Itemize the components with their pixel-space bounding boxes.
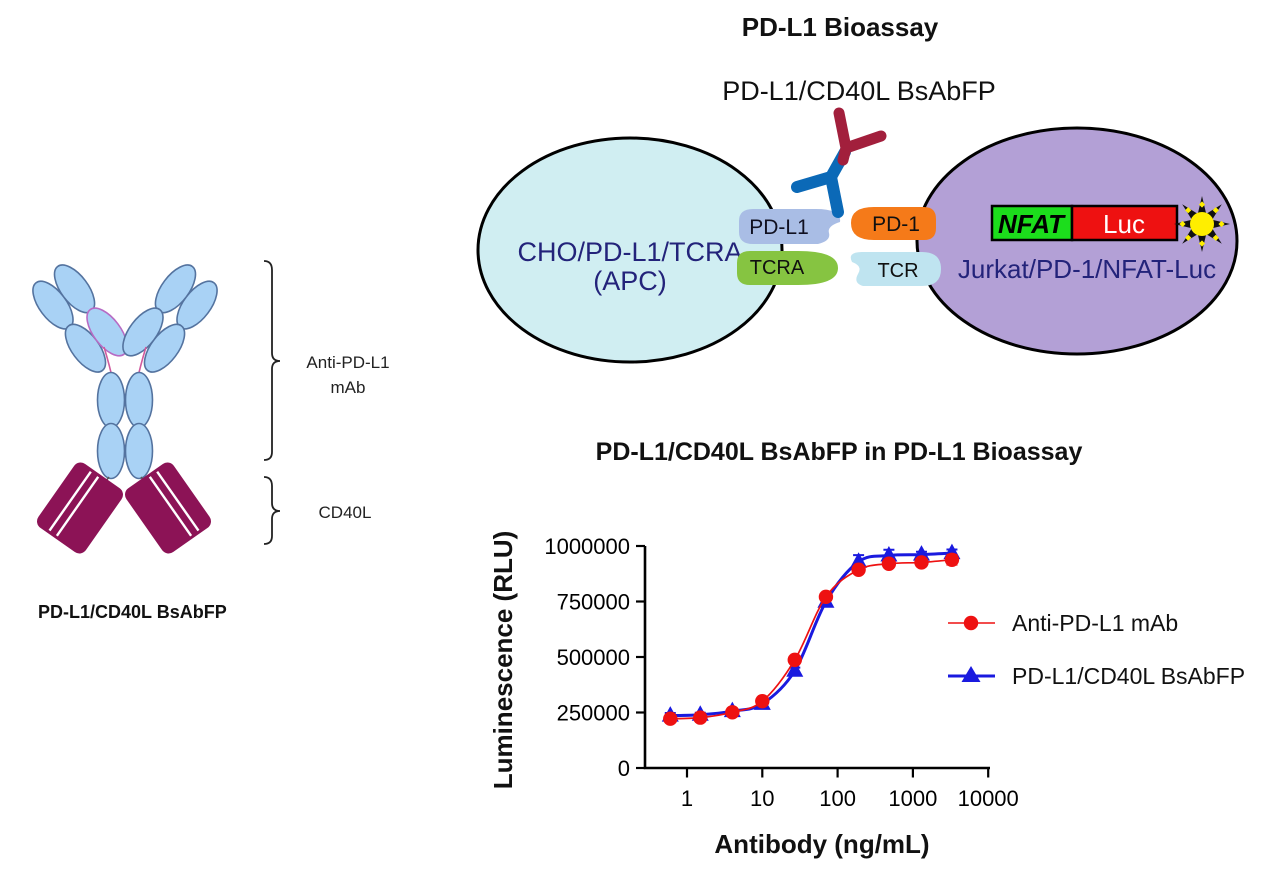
luciferase-glow-icon	[1174, 196, 1230, 252]
curve-mab	[670, 558, 953, 720]
plot-area: 0 250000 500000 750000 1000000 1 10 100 1000 1000…	[544, 534, 1018, 811]
y-tick-label: 250000	[557, 701, 630, 726]
cd40l-block-right	[125, 462, 211, 554]
cd40l-block-left	[37, 462, 123, 554]
marker-circle	[818, 589, 834, 605]
tcr-receptor-label: TCR	[877, 260, 918, 282]
brace-anti-pdl1	[263, 260, 281, 461]
tcra-receptor-shape	[737, 251, 838, 285]
fc-region	[96, 371, 154, 480]
pdl1-receptor-shape	[739, 209, 841, 244]
bsabfp-caption: PD-L1/CD40L BsAbFP	[38, 602, 227, 622]
marker-triangle	[850, 552, 868, 568]
marker-circle	[725, 705, 740, 720]
x-axis-label: Antibody (ng/mL)	[714, 829, 929, 859]
axes	[643, 546, 990, 770]
apc-cell	[476, 136, 784, 364]
tcra-receptor-label: TCRA	[750, 257, 805, 279]
brace-label-anti-pdl1-line1: Anti-PD-L1	[306, 353, 389, 372]
apc-cell-label-line2: (APC)	[593, 266, 667, 296]
pdl1-receptor-label: PD-L1	[749, 216, 809, 239]
legend-marker-mab	[963, 615, 979, 631]
marker-triangle	[786, 661, 804, 677]
fab-arm-right	[122, 264, 218, 373]
nfat-label: NFAT	[998, 209, 1066, 239]
legend: Anti-PD-L1 mAb PD-L1/CD40L BsAbFP	[948, 610, 1245, 689]
legend-label-mab: Anti-PD-L1 mAb	[1012, 610, 1178, 636]
y-axis-label: Luminescence (RLU)	[488, 531, 518, 790]
brace-cd40l	[263, 476, 281, 545]
marker-circle	[755, 693, 770, 709]
marker-circle	[851, 562, 866, 577]
fab-arm-left	[32, 264, 128, 373]
x-tick-label: 10000	[958, 786, 1019, 811]
bsab-maroon-y	[833, 107, 887, 166]
assay-title: PD-L1 Bioassay	[741, 12, 939, 42]
bsabfp-top-label: PD-L1/CD40L BsAbFP	[722, 76, 996, 106]
x-tick-label: 10	[750, 786, 774, 811]
curve-bsabfp	[670, 551, 953, 718]
marker-circle	[914, 555, 929, 570]
luc-gene-box	[1070, 204, 1179, 242]
marker-circle	[663, 711, 678, 726]
marker-triangle	[880, 546, 898, 562]
luc-label: Luc	[1103, 209, 1145, 239]
apc-cell-label-line1: CHO/PD-L1/TCRA	[517, 237, 742, 267]
annotation-braces	[263, 260, 281, 545]
marker-circle	[881, 556, 897, 571]
pd1-receptor-shape	[851, 207, 936, 240]
x-tick-label: 1	[681, 786, 693, 811]
marker-circle	[944, 552, 960, 567]
nfat-promoter-box	[990, 204, 1074, 242]
marker-circle	[693, 710, 708, 725]
bsabfp-structure: Anti-PD-L1 mAb CD40L	[32, 260, 390, 554]
dose-response-chart: PD-L1/CD40L BsAbFP in PD-L1 Bioassay 0 25…	[488, 438, 1245, 859]
y-tick-label: 500000	[557, 645, 630, 670]
brace-label-anti-pdl1-line2: mAb	[331, 378, 366, 397]
legend-marker-bsabfp	[961, 666, 981, 682]
chart-title: PD-L1/CD40L BsAbFP in PD-L1 Bioassay	[596, 438, 1083, 466]
effector-cell-label: Jurkat/PD-1/NFAT-Luc	[958, 254, 1216, 284]
y-tick-label: 0	[618, 756, 630, 781]
x-tick-label: 1000	[888, 786, 937, 811]
bispecific-antibody-icon	[791, 107, 887, 218]
bioassay-diagram: CHO/PD-L1/TCRA (APC) Jurkat/PD-1/NFAT-Lu…	[476, 107, 1239, 364]
x-tick-label: 100	[819, 786, 856, 811]
brace-label-cd40l: CD40L	[319, 503, 372, 522]
y-tick-label: 750000	[557, 590, 630, 615]
marker-circle	[787, 652, 802, 668]
pd1-receptor-label: PD-1	[872, 213, 920, 236]
tcr-receptor-shape	[850, 252, 941, 286]
y-tick-label: 1000000	[544, 534, 630, 559]
legend-label-bsabfp: PD-L1/CD40L BsAbFP	[1012, 663, 1245, 689]
